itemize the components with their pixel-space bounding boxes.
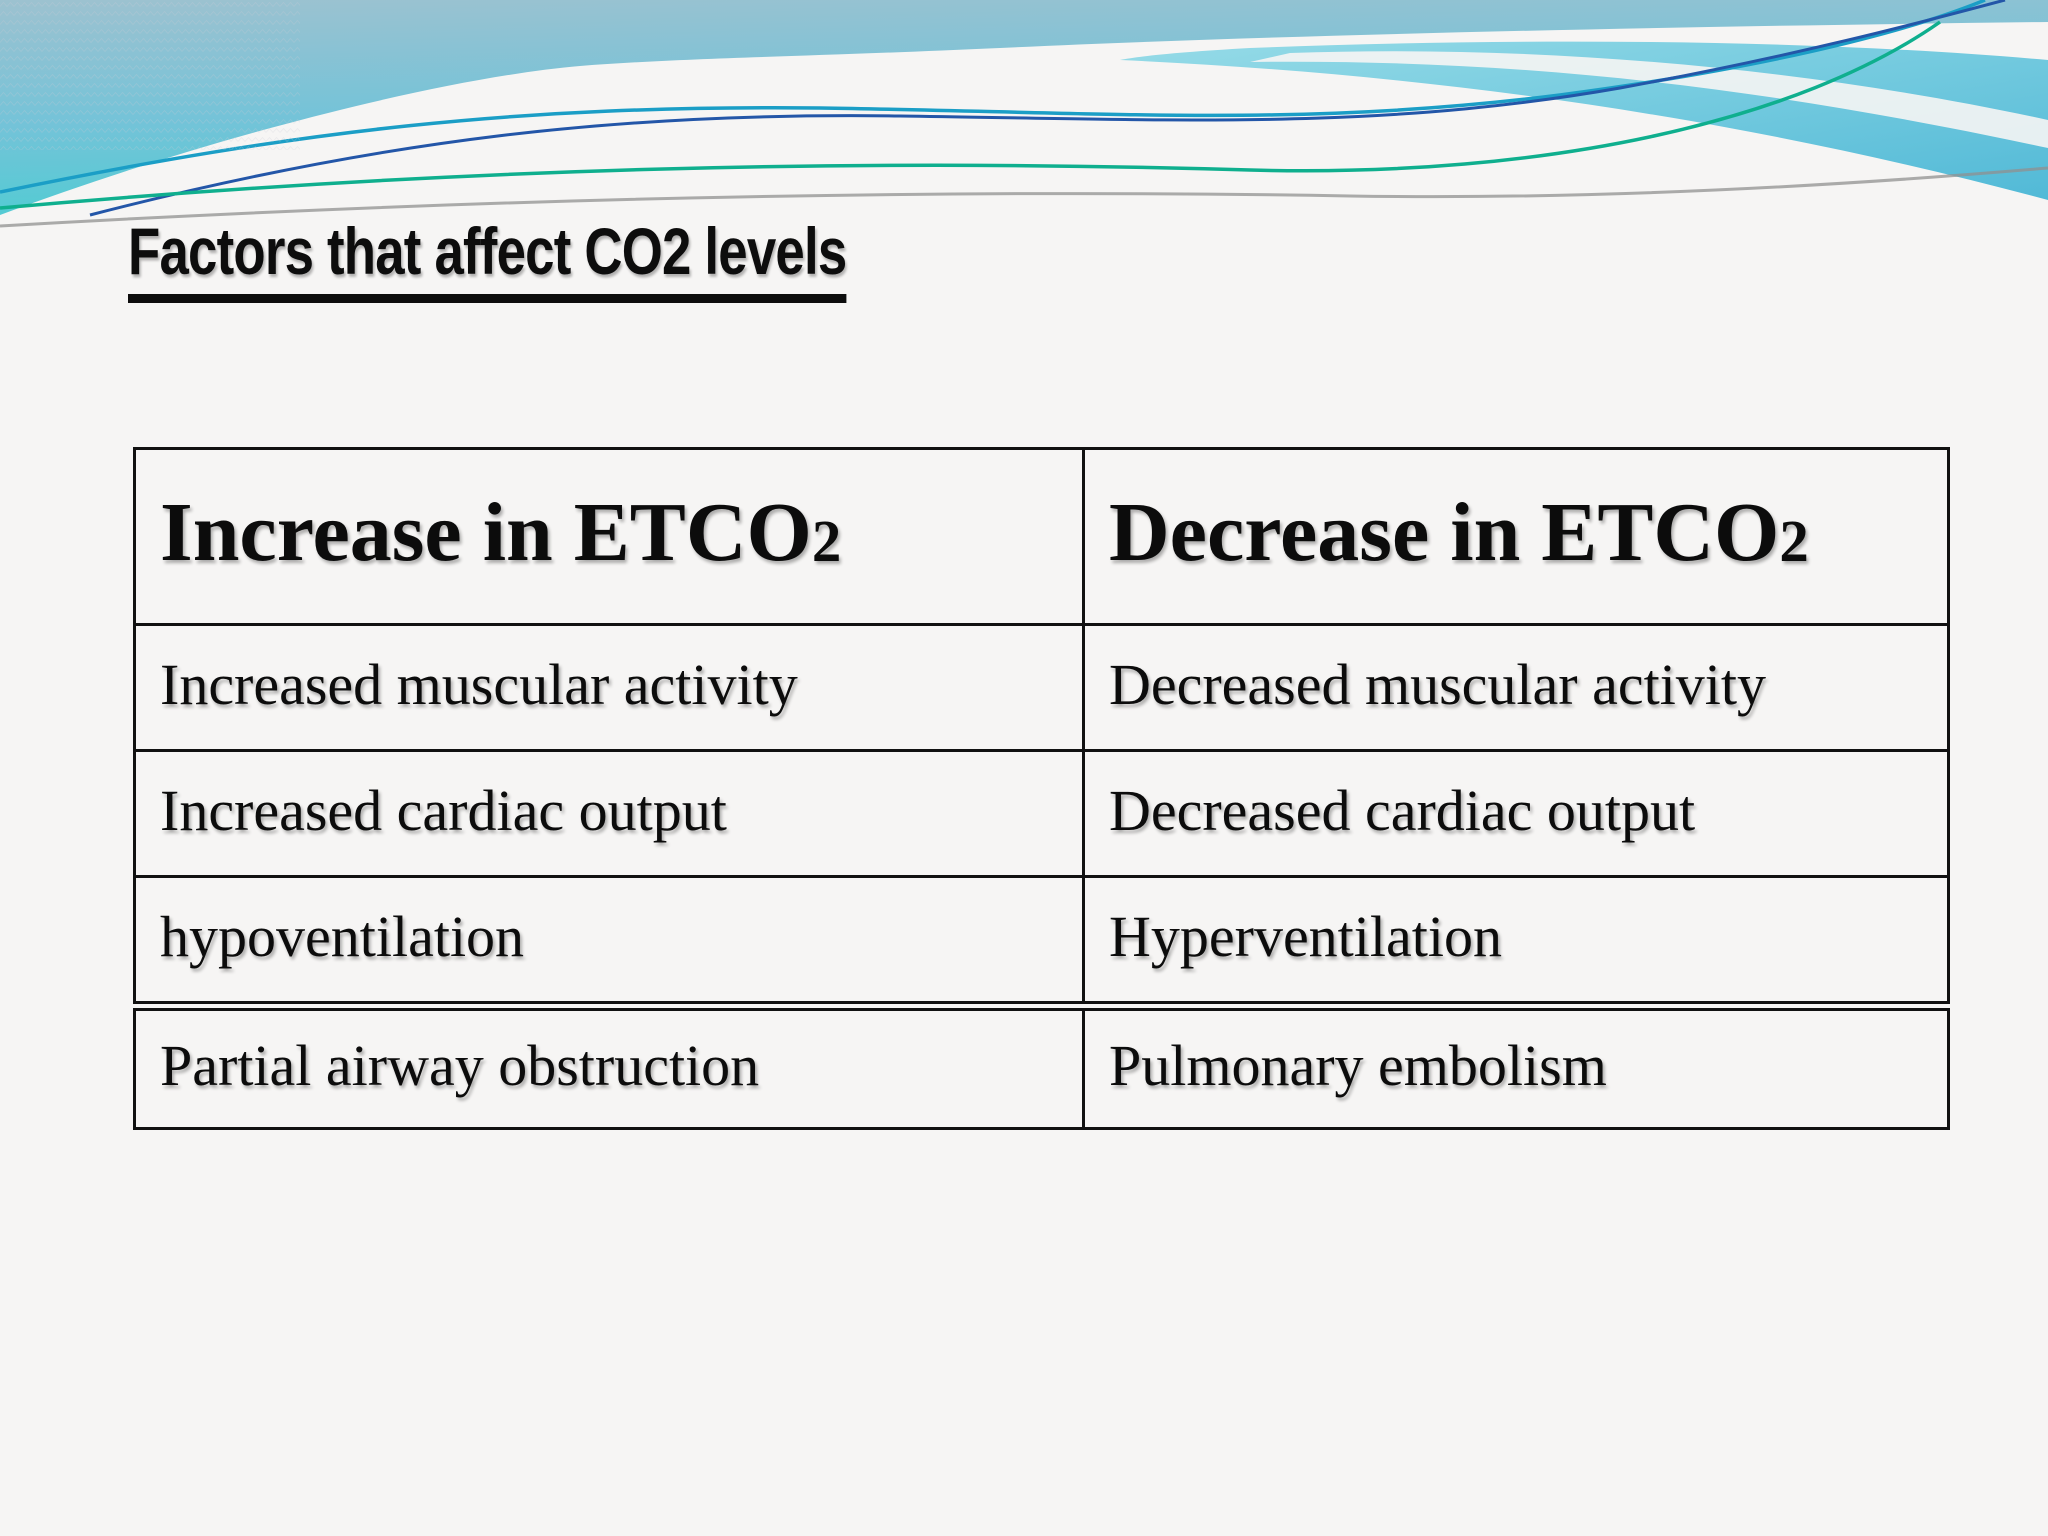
column-header-subscript: 2 (811, 509, 842, 575)
teal-band-shape (1120, 41, 2048, 201)
background-texture (0, 0, 300, 150)
column-header-text: Decrease in ETCO (1109, 486, 1780, 580)
column-header-text: Increase in ETCO (160, 486, 812, 580)
factors-table: Increase in ETCO2 Decrease in ETCO2 Incr… (133, 447, 1950, 1130)
slide-title: Factors that affect CO2 levels (128, 215, 847, 304)
table-header-row: Increase in ETCO2 Decrease in ETCO2 (133, 447, 1950, 626)
accent-line-blue (89, 0, 2006, 217)
table-row: hypoventilation Hyperventilation (133, 875, 1950, 1011)
table-cell: Hyperventilation (1082, 875, 1950, 1011)
accent-line-green (0, 20, 1942, 210)
table-row: Increased cardiac output Decreased cardi… (133, 749, 1950, 878)
white-ribbon-shape (1250, 51, 2048, 148)
table-cell: Decreased muscular activity (1082, 623, 1950, 752)
table-cell: Partial airway obstruction (133, 1004, 1085, 1130)
column-header-subscript: 2 (1779, 509, 1809, 575)
table-row: Increased muscular activity Decreased mu… (133, 623, 1950, 752)
table-cell: Pulmonary embolism (1082, 1004, 1950, 1130)
table-cell: Increased cardiac output (133, 749, 1085, 878)
accent-line-teal (0, 0, 1986, 194)
table-cell: hypoventilation (133, 875, 1085, 1011)
wave-decoration (0, 0, 2048, 228)
table-cell: Increased muscular activity (133, 623, 1085, 752)
column-header-increase: Increase in ETCO2 (133, 447, 1085, 626)
column-header-decrease: Decrease in ETCO2 (1082, 447, 1950, 626)
sky-shape (0, 0, 2048, 215)
table-row: Partial airway obstruction Pulmonary emb… (133, 1004, 1950, 1130)
table-cell: Decreased cardiac output (1082, 749, 1950, 878)
